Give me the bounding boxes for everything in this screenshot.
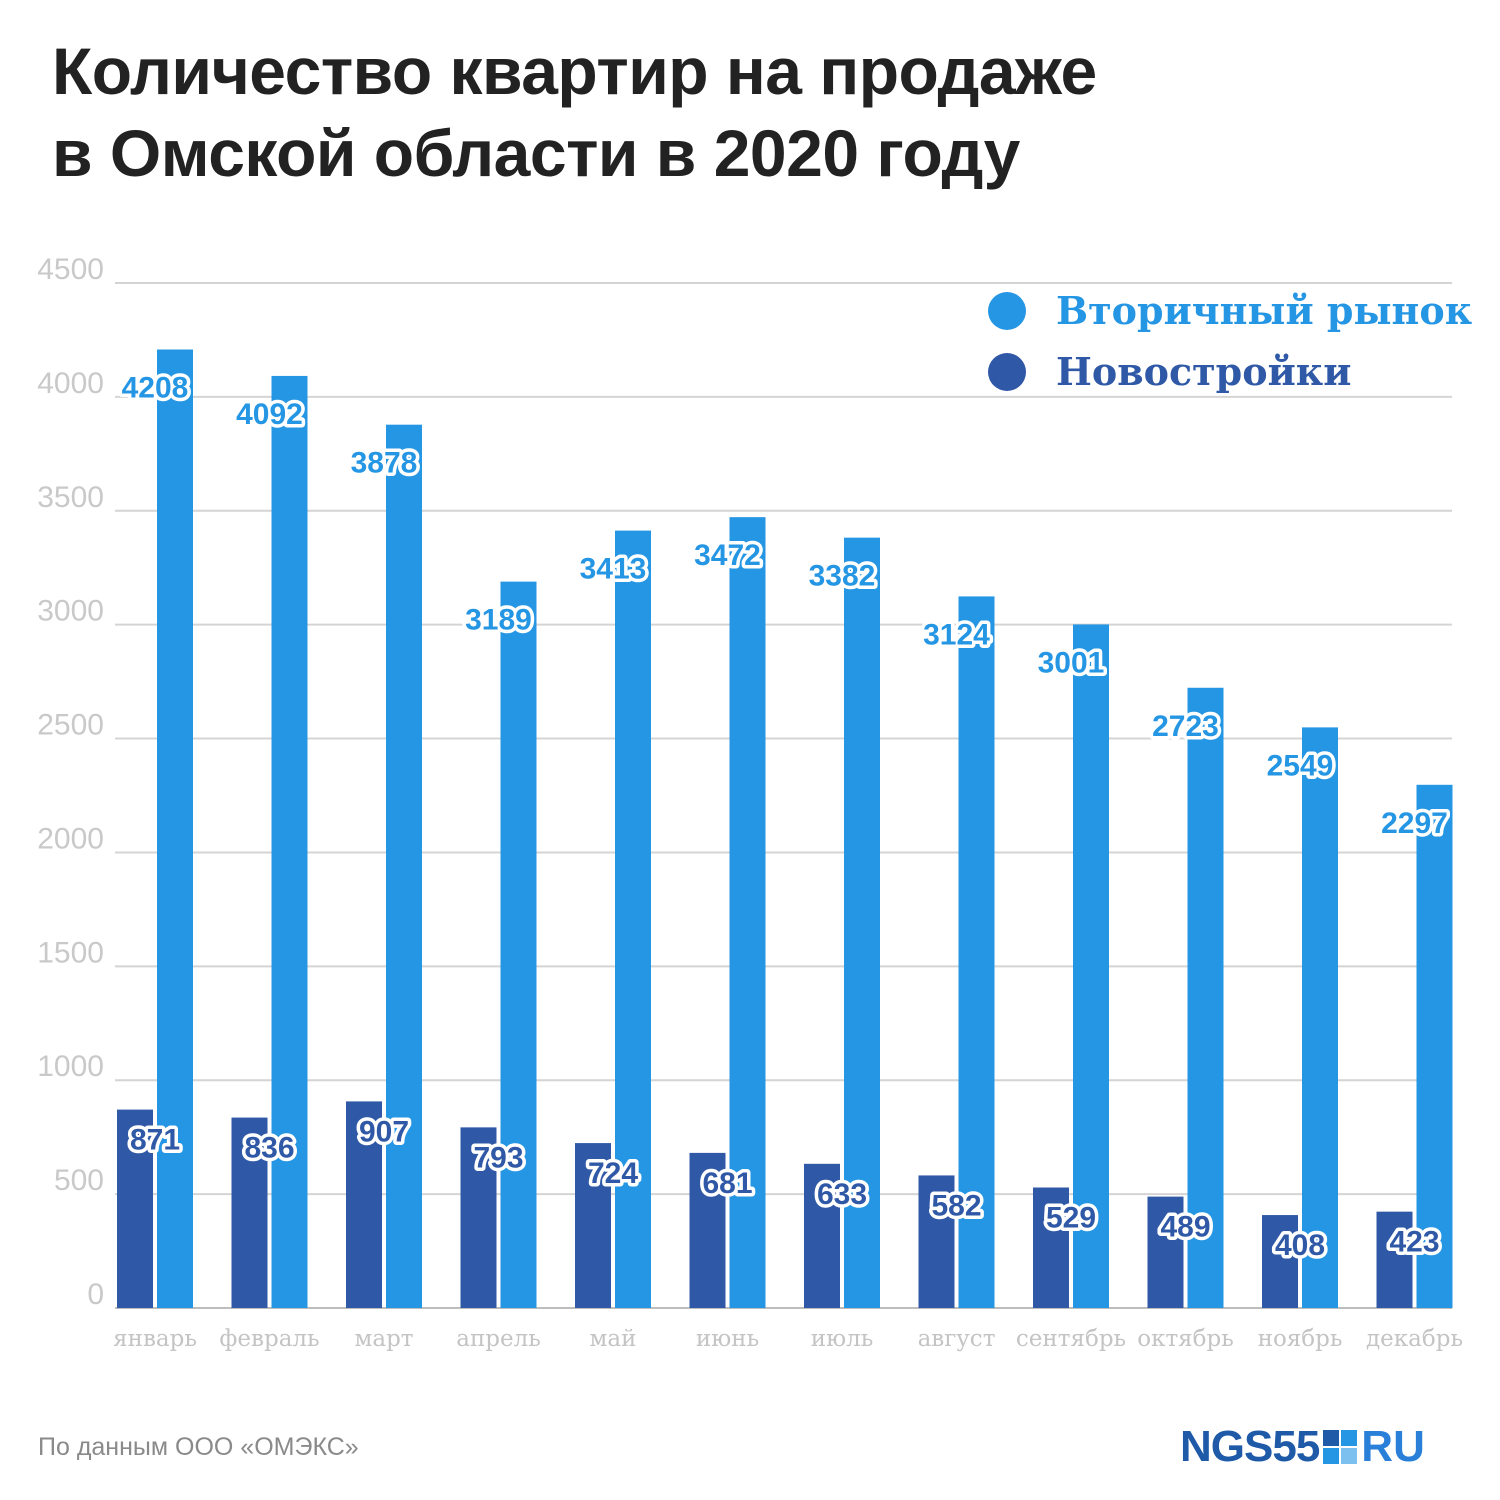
y-axis-ticks: 0 500 1000 1500 2000 2500 3000 3500 4000 4500 bbox=[37, 253, 104, 1311]
x-axis-ticks: январь февраль март апрель май июнь июль август… bbox=[113, 1326, 1463, 1352]
y-tick-label: 500 bbox=[54, 1164, 104, 1197]
x-tick-label: июнь bbox=[696, 1326, 759, 1352]
bar-newbuild bbox=[1033, 1187, 1069, 1308]
legend-label: Новостройки bbox=[1056, 349, 1351, 394]
bar-newbuild bbox=[117, 1109, 153, 1308]
legend: Вторичный рынок Новостройки bbox=[988, 288, 1472, 394]
value-label-newbuild: 871 bbox=[130, 1124, 180, 1157]
bar-secondary bbox=[844, 537, 880, 1308]
y-tick-label: 3500 bbox=[37, 481, 104, 514]
value-label-newbuild: 582 bbox=[931, 1189, 981, 1222]
logo-domain: RU bbox=[1361, 1422, 1425, 1471]
value-label-secondary: 3189 bbox=[465, 604, 532, 637]
legend-swatch bbox=[988, 292, 1026, 330]
bar-newbuild bbox=[346, 1101, 382, 1308]
legend-label: Вторичный рынок bbox=[1056, 288, 1472, 333]
legend-swatch bbox=[988, 353, 1026, 391]
x-tick-label: октябрь bbox=[1137, 1326, 1234, 1352]
value-label-secondary: 4208 bbox=[122, 372, 189, 405]
chart-title: Количество квартир на продаже в Омской о… bbox=[52, 30, 1452, 194]
value-label-secondary: 2723 bbox=[1152, 710, 1219, 743]
x-tick-label: январь bbox=[113, 1326, 197, 1352]
bar-secondary bbox=[1416, 784, 1453, 1308]
bar-newbuild bbox=[689, 1152, 726, 1308]
value-label-newbuild: 681 bbox=[702, 1167, 752, 1200]
x-tick-label: апрель bbox=[456, 1326, 541, 1352]
value-label-secondary: 3472 bbox=[694, 539, 761, 572]
y-tick-label: 3000 bbox=[37, 595, 104, 628]
bar-secondary bbox=[1187, 687, 1224, 1308]
bar-secondary bbox=[729, 517, 766, 1308]
y-tick-label: 4000 bbox=[37, 367, 104, 400]
bar-secondary bbox=[386, 424, 422, 1309]
y-tick-label: 0 bbox=[87, 1278, 104, 1311]
value-label-newbuild: 907 bbox=[359, 1115, 409, 1148]
value-label-newbuild: 793 bbox=[473, 1141, 523, 1174]
value-label-newbuild: 724 bbox=[588, 1157, 638, 1190]
value-label-secondary: 3382 bbox=[809, 560, 876, 593]
x-tick-label: март bbox=[354, 1326, 413, 1352]
bar-newbuild bbox=[460, 1127, 497, 1308]
bar-secondary bbox=[958, 596, 995, 1308]
value-label-newbuild: 836 bbox=[244, 1132, 294, 1165]
value-label-newbuild: 408 bbox=[1275, 1229, 1325, 1262]
x-tick-label: сентябрь bbox=[1016, 1326, 1126, 1352]
x-tick-label: февраль bbox=[219, 1326, 319, 1352]
value-label-secondary: 2549 bbox=[1267, 749, 1334, 782]
bar-newbuild bbox=[575, 1143, 611, 1308]
chart-title-line-2: в Омской области в 2020 году bbox=[52, 116, 1020, 190]
bar-secondary bbox=[1302, 727, 1338, 1308]
value-labels: 871 4208 836 4092 907 3878 793 3189 724 3413 681 34… bbox=[118, 368, 1451, 1266]
value-label-newbuild: 423 bbox=[1389, 1226, 1439, 1259]
ngs55-logo: NGS55 RU bbox=[1180, 1422, 1425, 1472]
value-label-newbuild: 633 bbox=[817, 1178, 867, 1211]
x-tick-label: август bbox=[918, 1326, 996, 1352]
bar-newbuild bbox=[231, 1117, 268, 1308]
value-label-newbuild: 529 bbox=[1046, 1202, 1096, 1235]
x-tick-label: май bbox=[590, 1326, 637, 1352]
logo-squares-icon bbox=[1323, 1430, 1358, 1464]
bars bbox=[117, 349, 1453, 1309]
bar-secondary bbox=[500, 581, 537, 1308]
bar-newbuild bbox=[1262, 1215, 1298, 1308]
bar-newbuild bbox=[918, 1175, 955, 1308]
y-tick-label: 1500 bbox=[37, 936, 104, 969]
chart-title-line-1: Количество квартир на продаже bbox=[52, 34, 1097, 108]
bar-newbuild bbox=[1376, 1211, 1413, 1308]
gridlines bbox=[115, 282, 1452, 1309]
value-label-secondary: 3001 bbox=[1038, 646, 1105, 679]
y-tick-label: 4500 bbox=[37, 253, 104, 286]
bar-secondary bbox=[615, 530, 651, 1308]
bar-secondary bbox=[271, 375, 308, 1308]
source-note: По данным ООО «ОМЭКС» bbox=[38, 1433, 359, 1461]
x-tick-label: декабрь bbox=[1366, 1326, 1463, 1352]
y-tick-label: 2000 bbox=[37, 822, 104, 855]
value-label-secondary: 2297 bbox=[1381, 807, 1448, 840]
y-tick-label: 1000 bbox=[37, 1050, 104, 1083]
value-label-secondary: 3124 bbox=[923, 618, 990, 651]
value-label-secondary: 4092 bbox=[236, 398, 303, 431]
bar-newbuild bbox=[804, 1163, 840, 1308]
value-label-secondary: 3413 bbox=[580, 553, 647, 586]
value-label-secondary: 3878 bbox=[351, 447, 418, 480]
bar-secondary bbox=[1073, 624, 1109, 1308]
logo-text: NGS55 bbox=[1180, 1422, 1320, 1471]
value-label-newbuild: 489 bbox=[1160, 1211, 1210, 1244]
y-tick-label: 2500 bbox=[37, 709, 104, 742]
bar-newbuild bbox=[1147, 1196, 1184, 1308]
x-tick-label: июль bbox=[811, 1326, 874, 1352]
bar-secondary bbox=[157, 349, 193, 1308]
x-tick-label: ноябрь bbox=[1258, 1326, 1343, 1352]
